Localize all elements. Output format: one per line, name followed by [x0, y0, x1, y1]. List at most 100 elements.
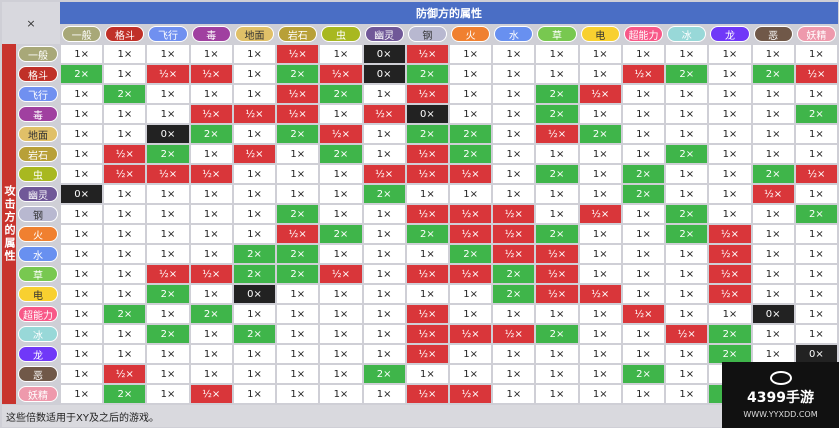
cell-3-15: 1×: [709, 105, 751, 123]
cell-7-3: 1×: [190, 185, 232, 203]
cell-11-6: ½×: [320, 265, 362, 283]
cell-16-14: 1×: [666, 365, 708, 383]
cell-9-8: 2×: [406, 225, 448, 243]
cell-6-13: 2×: [622, 165, 665, 183]
cell-14-15: 2×: [709, 325, 751, 343]
cell-16-6: 1×: [320, 365, 362, 383]
cell-13-14: 1×: [666, 305, 708, 323]
row-header-5: 岩石: [18, 146, 58, 162]
cell-11-12: 1×: [579, 265, 621, 283]
cell-7-10: 1×: [493, 185, 535, 203]
cell-14-13: 1×: [622, 325, 665, 343]
cell-10-14: 1×: [666, 245, 708, 263]
cell-6-4: 1×: [233, 165, 276, 183]
cell-6-16: 2×: [752, 165, 794, 183]
cell-1-3: ½×: [190, 65, 232, 83]
column-header-14: 冰: [667, 26, 707, 42]
cell-4-6: ½×: [320, 125, 362, 143]
cell-11-11: ½×: [536, 265, 578, 283]
cell-13-10: 1×: [493, 305, 535, 323]
cell-6-14: 1×: [666, 165, 708, 183]
cell-3-5: ½×: [277, 105, 319, 123]
cell-2-14: 1×: [666, 85, 708, 103]
cell-5-0: 1×: [61, 145, 103, 163]
cell-10-5: 2×: [277, 245, 319, 263]
cell-13-1: 2×: [104, 305, 146, 323]
cell-12-13: 1×: [622, 285, 665, 303]
row-header-15: 龙: [18, 346, 58, 362]
cell-12-7: 1×: [363, 285, 405, 303]
cell-5-12: 1×: [579, 145, 621, 163]
row-header-7: 幽灵: [18, 186, 58, 202]
cell-16-10: 1×: [493, 365, 535, 383]
cell-15-14: 1×: [666, 345, 708, 363]
cell-7-2: 1×: [147, 185, 189, 203]
cell-3-6: 1×: [320, 105, 362, 123]
cell-15-1: 1×: [104, 345, 146, 363]
logo-main-text: 4399手游: [747, 390, 814, 406]
cell-15-11: 1×: [536, 345, 578, 363]
cell-8-8: ½×: [406, 205, 448, 223]
cell-11-13: 1×: [622, 265, 665, 283]
cell-3-4: ½×: [233, 105, 276, 123]
cell-6-15: 1×: [709, 165, 751, 183]
row-header-3: 毒: [18, 106, 58, 122]
cell-4-8: 2×: [406, 125, 448, 143]
cell-5-8: ½×: [406, 145, 448, 163]
row-headers: 一般 格斗 飞行毒地面 岩石虫幽灵钢火水草电超能力冰龙恶妖精: [16, 44, 60, 404]
cell-7-4: 1×: [233, 185, 276, 203]
cell-12-5: 1×: [277, 285, 319, 303]
cell-6-1: ½×: [104, 165, 146, 183]
cell-5-6: 2×: [320, 145, 362, 163]
cell-1-15: 1×: [709, 65, 751, 83]
cell-9-14: 2×: [666, 225, 708, 243]
cell-11-15: ½×: [709, 265, 751, 283]
cell-9-10: ½×: [493, 225, 535, 243]
cell-11-16: 1×: [752, 265, 794, 283]
cell-12-14: 1×: [666, 285, 708, 303]
cell-10-13: 1×: [622, 245, 665, 263]
cell-0-2: 1×: [147, 45, 189, 63]
cell-4-14: 1×: [666, 125, 708, 143]
cell-14-12: 1×: [579, 325, 621, 343]
cell-14-2: 2×: [147, 325, 189, 343]
attacker-title: 攻击方的属性: [2, 44, 16, 404]
column-header-17: 妖精: [796, 26, 836, 42]
cell-2-8: ½×: [406, 85, 448, 103]
cell-0-1: 1×: [104, 45, 146, 63]
cell-1-14: 2×: [666, 65, 708, 83]
cell-16-13: 2×: [622, 365, 665, 383]
cell-2-3: 1×: [190, 85, 232, 103]
cell-5-14: 2×: [666, 145, 708, 163]
cell-12-1: 1×: [104, 285, 146, 303]
cell-1-16: 2×: [752, 65, 794, 83]
cell-16-9: 1×: [450, 365, 492, 383]
cell-1-10: 1×: [493, 65, 535, 83]
cell-0-16: 1×: [752, 45, 794, 63]
defender-title: 防御方的属性: [60, 2, 838, 24]
cell-17-9: ½×: [450, 385, 492, 403]
cell-6-8: ½×: [406, 165, 448, 183]
row-header-9: 火: [18, 226, 58, 242]
cell-4-17: 1×: [795, 125, 837, 143]
site-logo[interactable]: 4399手游 WWW.YYXDD.COM: [722, 362, 839, 428]
cell-13-12: 1×: [579, 305, 621, 323]
cell-9-16: 1×: [752, 225, 794, 243]
cell-8-6: 1×: [320, 205, 362, 223]
cell-11-7: 1×: [363, 265, 405, 283]
cell-13-6: 1×: [320, 305, 362, 323]
footer-note-text: 这些倍数适用于XY及之后的游戏。: [6, 412, 159, 424]
cell-6-5: 1×: [277, 165, 319, 183]
cell-1-9: 1×: [450, 65, 492, 83]
cell-5-13: 1×: [622, 145, 665, 163]
column-header-16: 恶: [753, 26, 793, 42]
column-header-15: 龙: [710, 26, 750, 42]
cell-5-9: 2×: [450, 145, 492, 163]
cell-0-5: ½×: [277, 45, 319, 63]
cell-8-9: ½×: [450, 205, 492, 223]
cell-6-9: ½×: [450, 165, 492, 183]
cell-0-9: 1×: [450, 45, 492, 63]
cell-12-8: 1×: [406, 285, 448, 303]
cell-13-3: 2×: [190, 305, 232, 323]
cell-11-3: ½×: [190, 265, 232, 283]
